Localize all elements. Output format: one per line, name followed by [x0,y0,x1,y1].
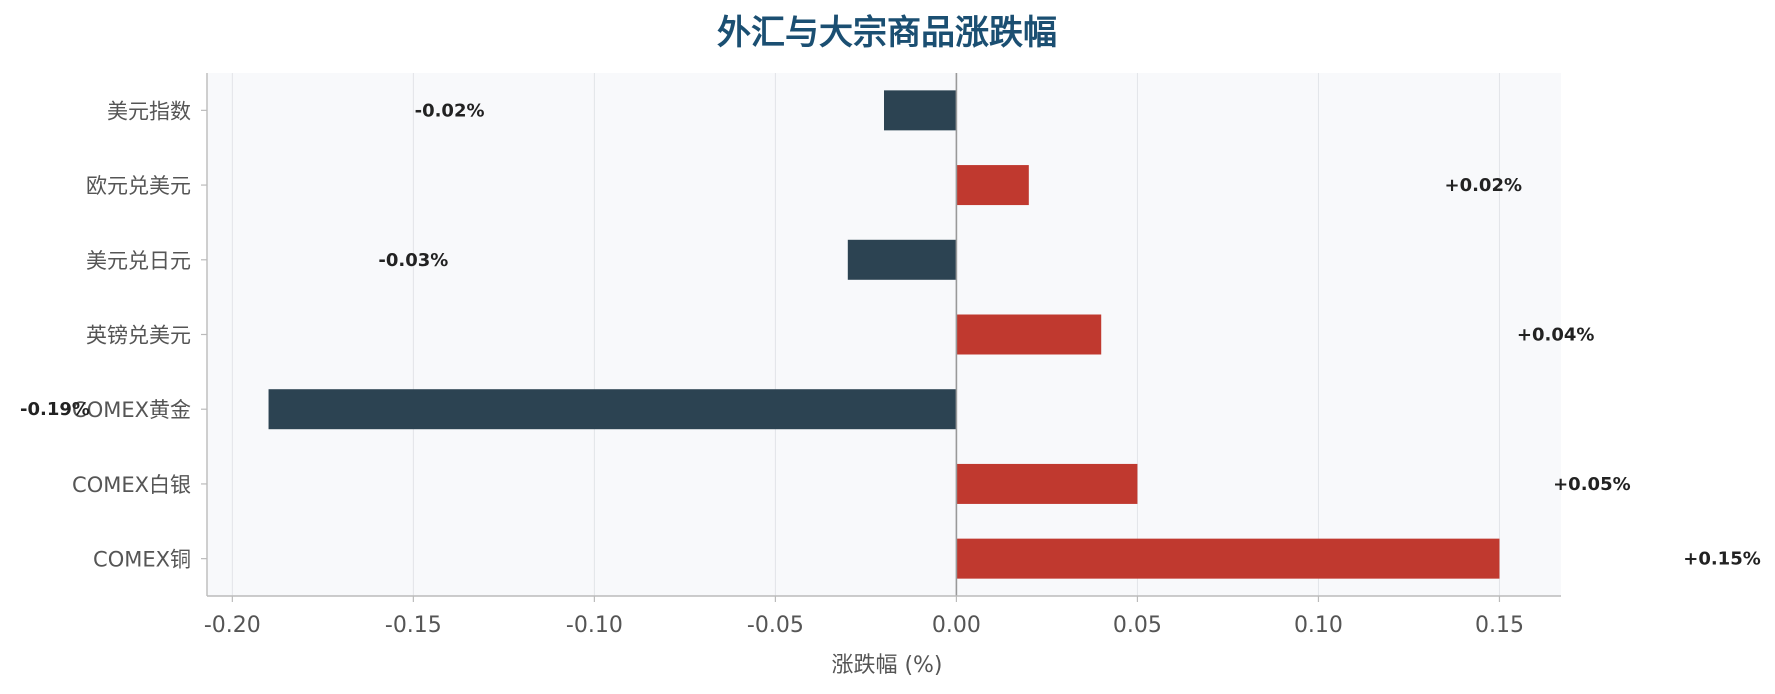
bar [956,538,1500,579]
data-label: +0.05% [1553,474,1631,495]
category-label: COMEX白银 [72,473,191,497]
bar [956,165,1029,206]
x-tick-label: -0.15 [385,613,442,638]
category-label: 英镑兑美元 [86,324,191,348]
x-tick-label: 0.15 [1475,613,1524,638]
x-tick-label: 0.00 [932,613,981,638]
plot-area [207,73,1561,596]
data-label: +0.04% [1517,325,1595,346]
bar [268,389,957,430]
data-label: -0.19% [20,399,90,420]
bar [847,239,957,280]
bars [268,90,1500,579]
data-label: +0.02% [1444,175,1522,196]
x-tick-label: -0.05 [747,613,804,638]
x-tick-label: -0.20 [204,613,261,638]
x-tick-label: -0.10 [566,613,623,638]
data-labels: -0.02% +0.02% -0.03% +0.04% -0.19% +0.05% +0.1… [20,100,1761,569]
x-tick-label: 0.05 [1113,613,1162,638]
bar [956,314,1102,355]
data-label: -0.03% [378,250,448,271]
x-tick-label: 0.10 [1294,613,1343,638]
category-label: COMEX铜 [93,548,191,572]
bar [884,90,957,131]
x-axis-ticks: -0.20 -0.15 -0.10 -0.05 0.00 0.05 0.10 0.15 [204,596,1524,638]
category-label: COMEX黄金 [72,398,191,422]
bar [956,463,1138,504]
category-label: 欧元兑美元 [86,174,191,198]
x-axis-title: 涨跌幅 (%) [831,653,942,678]
category-label: 美元兑日元 [86,249,191,273]
data-label: -0.02% [415,100,485,121]
chart-title: 外汇与大宗商品涨跌幅 [717,13,1057,53]
data-label: +0.15% [1683,549,1761,570]
category-label: 美元指数 [107,99,191,123]
